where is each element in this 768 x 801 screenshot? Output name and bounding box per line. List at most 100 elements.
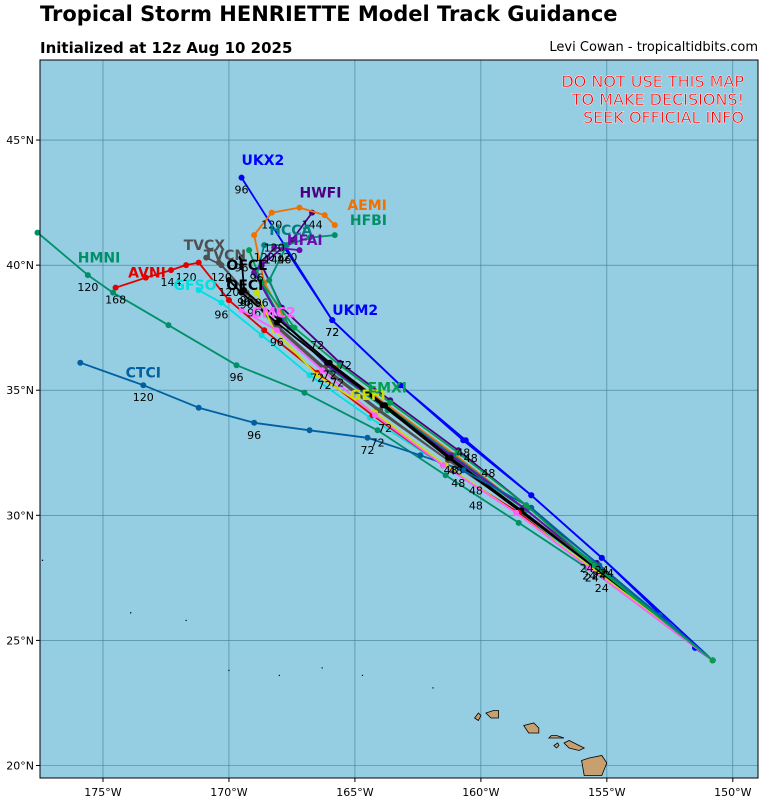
track-point-cmc2	[273, 327, 280, 334]
hour-label: 96	[255, 297, 269, 310]
track-point-avni	[225, 297, 232, 304]
model-label-ofci: OFCI	[226, 278, 263, 294]
model-label-avni: AVNI	[128, 266, 166, 282]
lon-tick-label: 150°W	[714, 786, 751, 799]
model-label-ukm2: UKM2	[332, 303, 378, 319]
hour-label: 24	[592, 569, 606, 582]
track-point-ukm2	[528, 492, 535, 499]
model-label-cmc2: CMC2	[252, 306, 296, 322]
track-point-gfso	[258, 332, 265, 339]
hour-label-avni: 168	[105, 294, 126, 307]
track-point-tvcx	[203, 254, 210, 261]
hour-label-avni: 144	[161, 276, 182, 289]
track-point-ofcl	[238, 254, 245, 261]
axis-tick-labels: 175°W 170°W 165°W 160°W 155°W 150°W 20°N 25°N 30…	[6, 134, 751, 799]
track-line-cmc2	[241, 309, 714, 662]
track-point-hmni	[374, 427, 381, 434]
hour-label-ukx2: 72	[325, 326, 339, 339]
track-point-ctci	[417, 452, 424, 459]
hour-label-hmni: 72	[371, 436, 385, 449]
model-label-tvcx: TVCX	[184, 238, 226, 254]
track-line-hfai	[253, 246, 714, 662]
track-point-hcca	[261, 242, 268, 249]
track-point-hmni	[233, 362, 240, 369]
hour-label-ofcl: 72	[323, 369, 337, 382]
lon-tick-label: 155°W	[588, 786, 625, 799]
model-label-aemi: AEMI	[347, 198, 387, 214]
hour-label-ukx2: 48	[456, 446, 470, 459]
island	[523, 722, 540, 734]
track-point-aemi	[331, 222, 338, 229]
track-point-cmc2	[319, 367, 326, 374]
track-point-ctci	[596, 562, 603, 569]
hour-label-ukx2: 96	[235, 184, 249, 197]
model-label-hfai: HFAI	[287, 233, 323, 249]
track-point-ctci	[306, 427, 313, 434]
hour-label-ukm2: 96	[277, 254, 291, 267]
hour-label-tvcx: 120	[211, 271, 232, 284]
islet	[278, 674, 281, 677]
warning-line: SEEK OFFICIAL INFO	[583, 108, 744, 127]
track-point-cmc2	[440, 462, 447, 469]
hour-label: 48	[469, 484, 483, 497]
model-label-ukx2: UKX2	[242, 153, 285, 169]
track-point-avni	[112, 284, 119, 291]
track-point-hfbi	[266, 277, 273, 284]
lat-tick-label: 40°N	[6, 259, 34, 272]
hour-label: 72	[338, 359, 352, 372]
hour-label-hmni: 96	[230, 371, 244, 384]
track-point-ofci	[273, 319, 280, 326]
track-point-hfai	[271, 244, 278, 251]
track-point-hmni	[110, 289, 117, 296]
track-point-ukx2	[238, 174, 245, 181]
lat-tick-label: 30°N	[6, 509, 34, 522]
track-point-hfai	[296, 247, 303, 254]
hour-label-hwfi: 144	[302, 219, 323, 232]
lat-tick-label: 25°N	[6, 634, 34, 647]
track-point-gfso	[195, 287, 202, 294]
hour-label: 72	[310, 339, 324, 352]
model-label-hcca: HCCA	[269, 223, 312, 239]
track-point-hwfi	[288, 237, 295, 244]
hour-label: 48	[469, 499, 483, 512]
hour-label-ctci: 96	[247, 429, 261, 442]
track-point-gfso	[306, 372, 313, 379]
model-label-tvcn: TVCN	[204, 248, 246, 264]
hour-label: 24	[582, 569, 596, 582]
track-point-ctci	[77, 359, 84, 366]
hour-label-ctci: 120	[133, 391, 154, 404]
hour-label-ofcl: 24	[585, 571, 599, 584]
track-point-ctci	[364, 434, 371, 441]
lon-tick-label: 160°W	[462, 786, 499, 799]
track-point-aemi	[296, 204, 303, 211]
island	[547, 735, 565, 739]
track-point-avni	[142, 274, 149, 281]
hour-label-ukm2: 72	[325, 326, 339, 339]
model-label-hmni: HMNI	[78, 251, 121, 267]
hour-label: 24	[595, 582, 609, 595]
track-point-emxi	[523, 502, 530, 509]
model-label-gefi: GEFI	[350, 388, 386, 404]
track-point-ofci	[324, 359, 331, 366]
track-point-ukm2	[462, 437, 469, 444]
hour-label-ofcl: 48	[444, 464, 458, 477]
model-label-ofcl: OFCL	[226, 258, 267, 274]
hour-label: 48	[449, 464, 463, 477]
track-point-gfso	[218, 299, 225, 306]
map-title: Tropical Storm HENRIETTE Model Track Gui…	[40, 2, 618, 26]
island	[563, 740, 586, 751]
islet	[185, 619, 187, 622]
hour-label-hfai: 144	[264, 254, 285, 267]
hour-label: 96	[250, 272, 264, 285]
island	[474, 712, 482, 722]
track-point-gefi	[314, 372, 321, 379]
track-point-avni	[195, 259, 202, 266]
hour-label: 48	[481, 467, 495, 480]
warning-line: DO NOT USE THIS MAP	[561, 72, 744, 91]
track-point-avni	[168, 267, 175, 274]
track-line-ctci	[79, 361, 714, 662]
hour-label: 72	[310, 372, 324, 385]
model-label-emxi: EMXI	[368, 381, 408, 397]
